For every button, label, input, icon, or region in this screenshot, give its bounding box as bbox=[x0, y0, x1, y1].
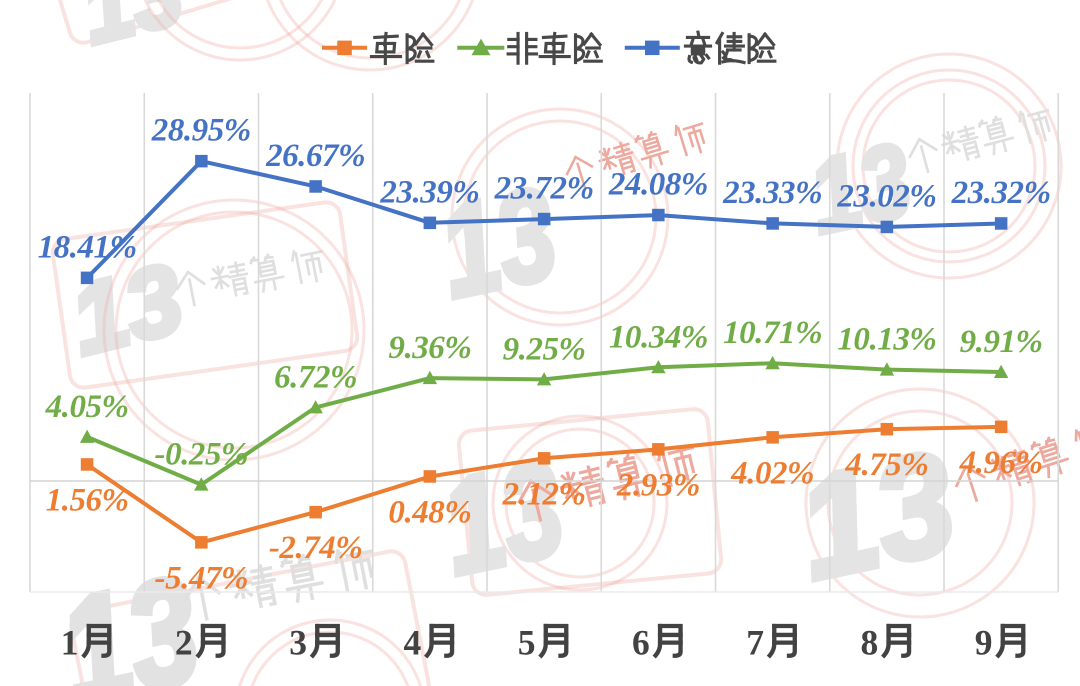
svg-text:4.96%: 4.96% bbox=[959, 445, 1043, 481]
svg-text:6.72%: 6.72% bbox=[274, 359, 357, 395]
svg-text:9.91%: 9.91% bbox=[960, 324, 1043, 360]
svg-text:1.56%: 1.56% bbox=[46, 483, 129, 519]
svg-text:4.05%: 4.05% bbox=[45, 389, 129, 425]
svg-text:7: 7 bbox=[746, 623, 764, 663]
svg-text:9.25%: 9.25% bbox=[503, 331, 586, 367]
svg-text:10.13%: 10.13% bbox=[837, 322, 936, 358]
svg-text:13: 13 bbox=[60, 242, 192, 375]
svg-text:26.67%: 26.67% bbox=[265, 138, 365, 174]
svg-text:2.93%: 2.93% bbox=[616, 467, 700, 503]
svg-text:-2.74%: -2.74% bbox=[269, 530, 363, 566]
svg-text:8: 8 bbox=[861, 623, 879, 663]
svg-text:23.02%: 23.02% bbox=[836, 178, 936, 214]
svg-text:9: 9 bbox=[975, 623, 993, 663]
svg-text:23.72%: 23.72% bbox=[494, 171, 594, 207]
svg-text:-0.25%: -0.25% bbox=[155, 437, 249, 473]
svg-text:2: 2 bbox=[175, 623, 193, 663]
svg-text:18.41%: 18.41% bbox=[38, 229, 137, 265]
svg-text:4.75%: 4.75% bbox=[844, 447, 928, 483]
svg-text:9.36%: 9.36% bbox=[388, 330, 471, 366]
svg-text:13: 13 bbox=[785, 420, 969, 610]
svg-text:5: 5 bbox=[518, 623, 536, 663]
svg-text:6: 6 bbox=[632, 623, 650, 663]
svg-text:1: 1 bbox=[61, 623, 79, 663]
svg-text:3: 3 bbox=[289, 623, 307, 663]
svg-text:28.95%: 28.95% bbox=[151, 113, 251, 149]
svg-text:23.39%: 23.39% bbox=[379, 174, 479, 210]
svg-text:2.12%: 2.12% bbox=[502, 476, 586, 512]
svg-text:10.34%: 10.34% bbox=[609, 319, 708, 355]
svg-text:23.32%: 23.32% bbox=[951, 175, 1051, 211]
svg-text:-5.47%: -5.47% bbox=[155, 560, 249, 596]
svg-text:4: 4 bbox=[404, 623, 422, 663]
svg-text:0.48%: 0.48% bbox=[388, 495, 471, 531]
svg-text:10.71%: 10.71% bbox=[723, 315, 822, 351]
svg-text:13: 13 bbox=[429, 431, 575, 604]
svg-text:4.02%: 4.02% bbox=[730, 455, 814, 491]
svg-text:23.33%: 23.33% bbox=[722, 175, 822, 211]
svg-text:24.08%: 24.08% bbox=[608, 167, 708, 203]
